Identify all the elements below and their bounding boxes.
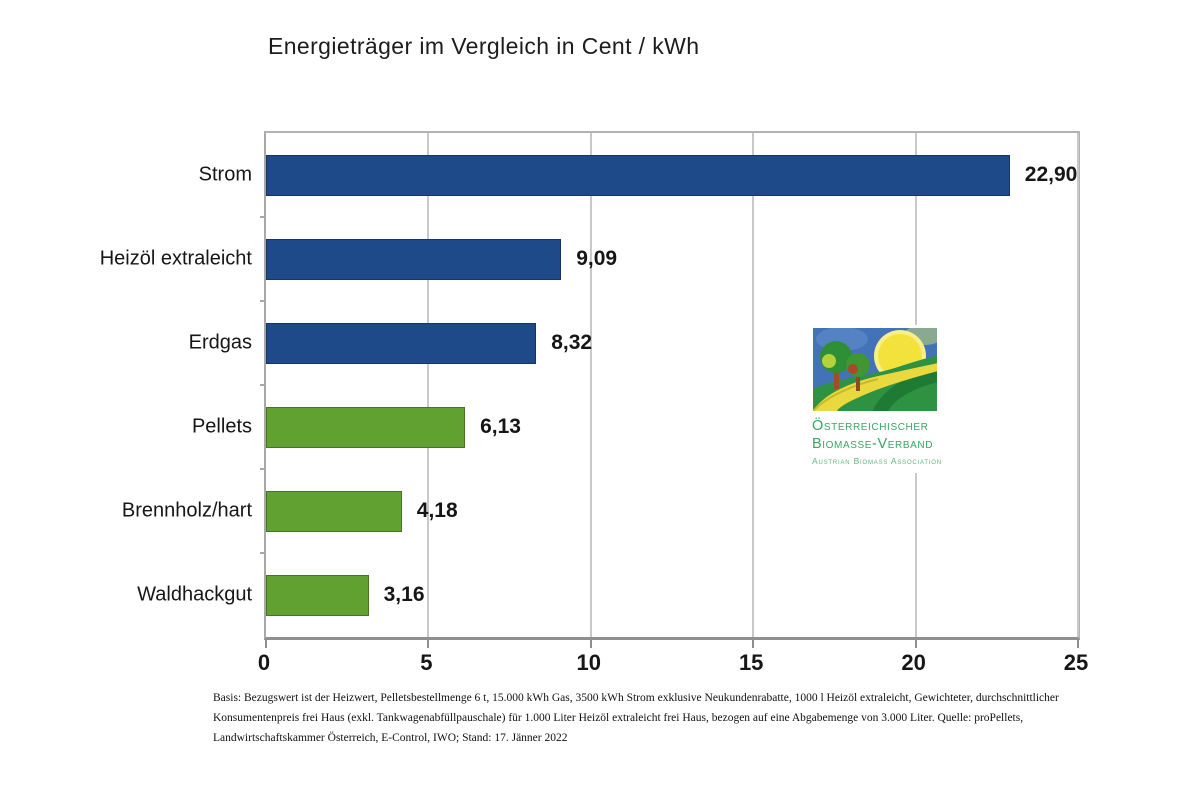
bar-waldhackgut bbox=[266, 574, 369, 616]
category-label: Waldhackgut bbox=[137, 583, 252, 606]
category-label: Brennholz/hart bbox=[121, 499, 252, 522]
x-axis-tick-label: 25 bbox=[1063, 650, 1089, 675]
bar-heiz-l-extraleicht bbox=[266, 238, 562, 280]
gridline-x-25 bbox=[1077, 133, 1079, 637]
value-label: 22,90 bbox=[1024, 163, 1078, 186]
category-label: Strom bbox=[198, 163, 252, 186]
x-axis-tick bbox=[427, 640, 430, 648]
bar-row: Pellets 6,13 bbox=[192, 406, 1078, 448]
footnote-line-1: Basis: Bezugswert ist der Heizwert, Pell… bbox=[213, 692, 1059, 704]
value-label: 6,13 bbox=[480, 415, 521, 438]
logo-org-line2: Biomasse-Verband bbox=[812, 435, 934, 452]
category-label: Erdgas bbox=[188, 331, 252, 354]
bar-row: Brennholz/hart 4,18 bbox=[122, 490, 1078, 532]
logo-wordmark: Österreichischer Biomasse-Verband Austri… bbox=[812, 418, 944, 467]
footnote-line-3: Landwirtschaftskammer Österreich, E-Cont… bbox=[213, 732, 568, 744]
biomasse-verband-logo: Österreichischer Biomasse-Verband Austri… bbox=[810, 325, 946, 473]
gridline-x-5 bbox=[427, 133, 430, 637]
x-axis-tick bbox=[1077, 640, 1079, 648]
gridline-x-10 bbox=[589, 133, 592, 637]
logo-subtitle: Austrian Biomass Association bbox=[812, 456, 942, 467]
x-axis-tick bbox=[265, 640, 267, 648]
value-label: 4,18 bbox=[416, 499, 458, 522]
x-axis-tick bbox=[914, 640, 917, 648]
bar-row: Strom 22,90 bbox=[199, 154, 1078, 196]
footnote-line-2: Konsumentenpreis frei Haus (exkl. Tankwa… bbox=[213, 712, 1024, 724]
x-axis-tick-label: 0 bbox=[257, 650, 271, 675]
bar-row: Waldhackgut 3,16 bbox=[137, 574, 1078, 616]
value-label: 8,32 bbox=[551, 331, 593, 354]
landscape-painting-icon bbox=[812, 327, 938, 412]
gridline-x-15 bbox=[752, 133, 755, 637]
bar-pellets bbox=[266, 406, 466, 448]
y-axis-tick bbox=[260, 552, 266, 554]
logo-org-line1: Österreichischer bbox=[812, 418, 929, 434]
y-axis-tick bbox=[260, 468, 266, 470]
x-axis-tick-label: 15 bbox=[738, 650, 764, 675]
source-footnote: Basis: Bezugswert ist der Heizwert, Pell… bbox=[213, 688, 1118, 748]
x-axis-tick bbox=[589, 640, 592, 648]
category-label: Pellets bbox=[191, 415, 252, 438]
bar-strom bbox=[266, 154, 1010, 196]
y-axis-tick bbox=[260, 384, 266, 386]
x-axis-tick-label: 20 bbox=[901, 650, 926, 675]
y-axis-tick bbox=[260, 300, 266, 302]
bar-brennholz-hart bbox=[266, 490, 402, 532]
bar-erdgas bbox=[266, 322, 537, 364]
x-axis-labels: 0 5 10 15 20 25 bbox=[258, 650, 1088, 680]
value-label: 3,16 bbox=[383, 583, 425, 606]
chart-title: Energieträger im Vergleich in Cent / kWh bbox=[268, 33, 700, 59]
value-label: 9,09 bbox=[576, 247, 618, 270]
x-axis-tick-label: 10 bbox=[576, 650, 602, 675]
x-axis-tick bbox=[752, 640, 755, 648]
x-axis-tick-label: 5 bbox=[420, 650, 433, 675]
plot-area: Strom 22,90 Heizöl extraleicht 9,09 Erdgas 8,… bbox=[100, 131, 1080, 648]
bar-row: Heizöl extraleicht 9,09 bbox=[100, 238, 1078, 280]
bar-row: Erdgas 8,32 bbox=[189, 322, 1078, 364]
category-label: Heizöl extraleicht bbox=[99, 247, 252, 270]
y-axis-tick bbox=[260, 216, 266, 218]
